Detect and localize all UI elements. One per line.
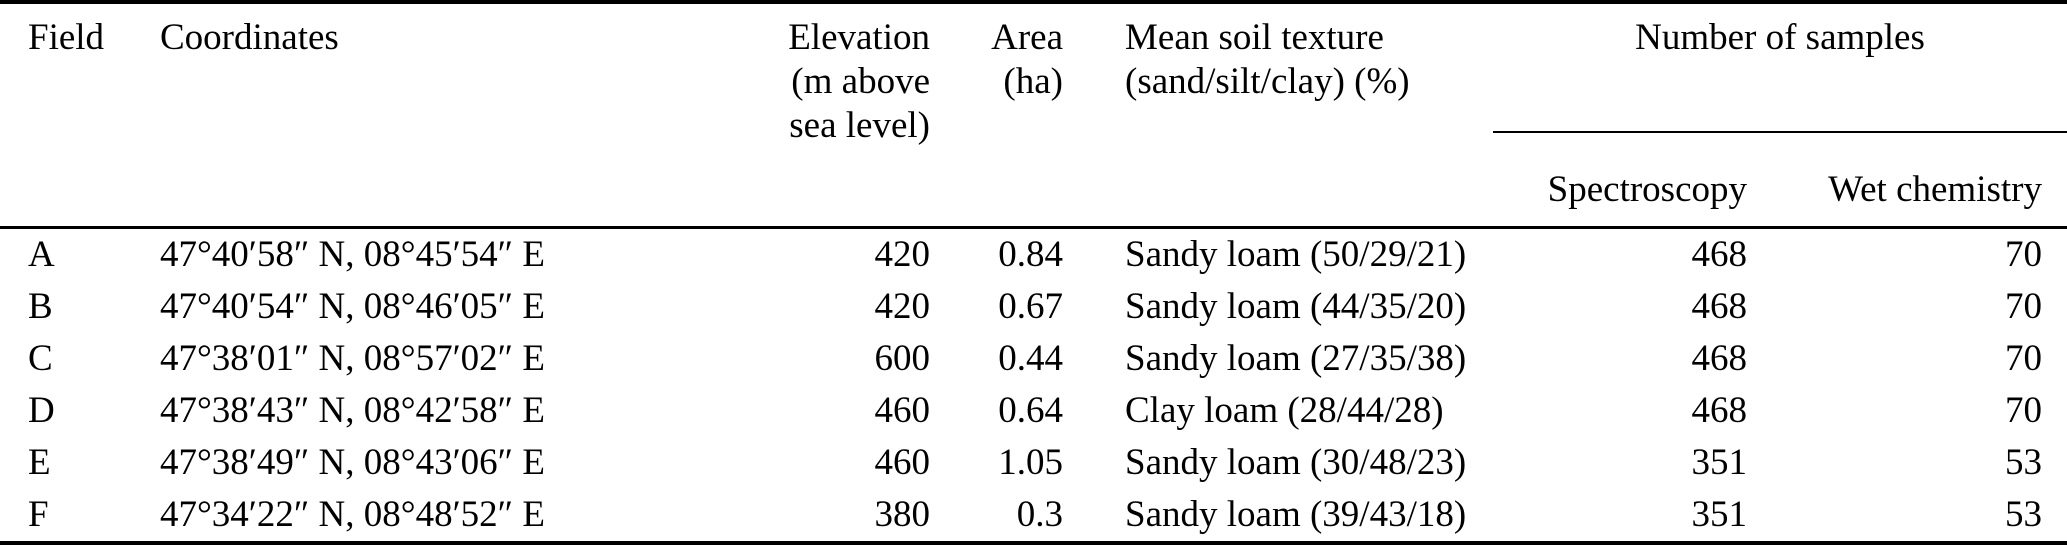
cell-soil-texture: Sandy loam (30/48/23) xyxy=(1125,442,1467,483)
cell-spectroscopy: 468 xyxy=(1691,390,1748,431)
cell-elevation: 460 xyxy=(874,390,931,431)
cell-wet-chemistry: 70 xyxy=(2005,390,2042,431)
cell-spectroscopy: 351 xyxy=(1493,489,1760,545)
table-row-field-f: F 47°34′22″ N, 08°48′52″ E 380 0.3 Sandy… xyxy=(0,489,2067,545)
table-body: A 47°40′58″ N, 08°45′54″ E 420 0.84 Sand… xyxy=(0,228,2067,545)
col-header-coordinates: Coordinates xyxy=(160,0,780,229)
table-row-field-b: B 47°40′54″ N, 08°46′05″ E 420 0.67 Sand… xyxy=(0,281,2067,333)
table-row-field-a: A 47°40′58″ N, 08°45′54″ E 420 0.84 Sand… xyxy=(0,228,2067,282)
cell-spectroscopy: 351 xyxy=(1691,442,1748,483)
cell-soil-texture: Sandy loam (50/29/21) xyxy=(1125,234,1467,275)
cell-area: 0.44 xyxy=(998,338,1063,379)
cell-field: E xyxy=(28,442,51,483)
col-header-elevation-line2: (m above sea level) xyxy=(789,61,930,146)
cell-elevation: 380 xyxy=(780,489,935,545)
cell-area: 0.67 xyxy=(998,286,1063,327)
cell-soil-texture: Sandy loam (39/43/18) xyxy=(1068,489,1493,545)
cell-area: 0.3 xyxy=(935,489,1068,545)
header-row-1: Field Coordinates Elevation (m above sea… xyxy=(0,0,2067,229)
table-row-field-d: D 47°38′43″ N, 08°42′58″ E 460 0.64 Clay… xyxy=(0,385,2067,437)
col-header-area: Area (ha) xyxy=(935,0,1068,229)
cell-field: C xyxy=(28,338,53,379)
cell-spectroscopy: 468 xyxy=(1691,338,1748,379)
cell-spectroscopy: 468 xyxy=(1691,286,1748,327)
col-header-soil-line2: (sand/silt/clay) (%) xyxy=(1125,61,1410,102)
cell-area: 0.64 xyxy=(998,390,1063,431)
col-header-field: Field xyxy=(0,0,160,229)
col-header-area-line1: Area xyxy=(991,17,1063,58)
cell-elevation: 420 xyxy=(874,234,931,275)
col-header-spectroscopy: Spectroscopy xyxy=(1493,132,1760,229)
col-header-elevation: Elevation (m above sea level) xyxy=(780,0,935,229)
cell-soil-texture: Sandy loam (27/35/38) xyxy=(1125,338,1467,379)
cell-field: D xyxy=(28,390,55,431)
col-header-soil-line1: Mean soil texture xyxy=(1125,17,1384,58)
cell-coordinates: 47°40′58″ N, 08°45′54″ E xyxy=(160,234,545,275)
cell-area: 0.84 xyxy=(998,234,1063,275)
col-header-soil-texture: Mean soil texture (sand/silt/clay) (%) xyxy=(1068,0,1493,229)
cell-soil-texture: Sandy loam (44/35/20) xyxy=(1125,286,1467,327)
cell-elevation: 420 xyxy=(874,286,931,327)
header-row-2: Spectroscopy Wet chemistry xyxy=(0,132,2067,229)
table-row-field-e: E 47°38′49″ N, 08°43′06″ E 460 1.05 Sand… xyxy=(0,437,2067,489)
cell-field: F xyxy=(0,489,160,545)
col-header-wet-chemistry: Wet chemistry xyxy=(1760,132,2067,229)
cell-coordinates: 47°38′49″ N, 08°43′06″ E xyxy=(160,442,545,483)
cell-elevation: 460 xyxy=(874,442,931,483)
cell-coordinates: 47°40′54″ N, 08°46′05″ E xyxy=(160,286,545,327)
col-header-elevation-line1: Elevation xyxy=(788,17,930,58)
cell-wet-chemistry: 70 xyxy=(2005,338,2042,379)
table-header: Field Coordinates Elevation (m above sea… xyxy=(0,0,2067,229)
cell-elevation: 600 xyxy=(874,338,931,379)
col-group-header-number-of-samples: Number of samples xyxy=(1493,0,2067,133)
cell-coordinates: 47°38′01″ N, 08°57′02″ E xyxy=(160,338,545,379)
cell-area: 1.05 xyxy=(998,442,1063,483)
cell-field: A xyxy=(28,234,55,275)
cell-spectroscopy: 468 xyxy=(1691,234,1748,275)
cell-field: B xyxy=(28,286,53,327)
cell-coordinates: 47°38′43″ N, 08°42′58″ E xyxy=(160,390,545,431)
cell-coordinates: 47°34′22″ N, 08°48′52″ E xyxy=(160,489,780,545)
table-row-field-c: C 47°38′01″ N, 08°57′02″ E 600 0.44 Sand… xyxy=(0,333,2067,385)
cell-wet-chemistry: 70 xyxy=(2005,286,2042,327)
cell-soil-texture: Clay loam (28/44/28) xyxy=(1125,390,1444,431)
cell-wet-chemistry: 53 xyxy=(2005,442,2042,483)
cell-wet-chemistry: 70 xyxy=(2005,234,2042,275)
cell-wet-chemistry: 53 xyxy=(1760,489,2067,545)
col-header-area-line2: (ha) xyxy=(1003,61,1063,102)
